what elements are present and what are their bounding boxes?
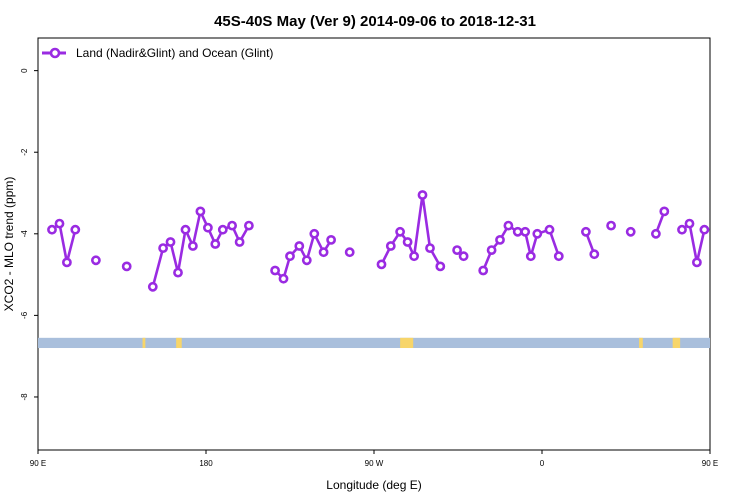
- x-tick-label: 90 E: [702, 459, 718, 468]
- data-point: [147, 281, 158, 292]
- land-patch: [142, 337, 146, 349]
- data-point: [47, 224, 57, 235]
- y-axis: 0 -2 -4 -6 -8: [20, 68, 38, 401]
- data-point: [435, 261, 446, 272]
- data-point: [684, 218, 695, 229]
- data-point: [158, 243, 168, 253]
- data-point: [195, 206, 206, 217]
- data-point: [91, 255, 101, 266]
- data-point: [495, 234, 505, 245]
- data-point: [278, 273, 289, 284]
- y-tick-label: -4: [20, 230, 29, 238]
- data-point: [70, 224, 81, 235]
- data-point: [677, 224, 687, 235]
- data-point: [326, 234, 336, 245]
- x-axis-label: Longitude (deg E): [326, 478, 421, 492]
- data-point: [659, 206, 670, 217]
- x-tick-label: 90 W: [365, 459, 384, 468]
- data-point: [217, 224, 228, 235]
- data-point: [589, 249, 600, 260]
- y-tick-label: -6: [20, 311, 29, 319]
- data-point: [62, 257, 72, 268]
- data-point: [606, 220, 616, 231]
- data-point: [187, 241, 198, 251]
- x-axis: 90 E 180 90 W 0 90 E: [30, 450, 718, 468]
- data-point: [409, 251, 419, 262]
- data-point: [525, 251, 536, 262]
- data-point: [234, 237, 245, 247]
- data-point: [243, 220, 254, 231]
- data-point: [486, 245, 497, 255]
- data-point: [395, 226, 405, 237]
- data-point: [520, 226, 531, 237]
- series-points: [47, 190, 710, 292]
- data-point: [202, 222, 213, 233]
- legend-label: Land (Nadir&Glint) and Ocean (Glint): [76, 46, 273, 60]
- data-point: [553, 251, 564, 262]
- series-lines: [51, 193, 706, 288]
- data-point: [180, 224, 191, 235]
- data-point: [512, 226, 523, 237]
- land-ocean-strip: [38, 337, 710, 349]
- x-tick-label: 180: [199, 459, 213, 468]
- data-point: [417, 190, 428, 200]
- ocean-band: [38, 337, 710, 349]
- data-point: [402, 237, 413, 247]
- x-tick-label: 90 E: [30, 459, 46, 468]
- data-point: [285, 251, 295, 262]
- data-point: [699, 224, 710, 235]
- data-point: [121, 261, 132, 272]
- data-point: [503, 220, 514, 231]
- data-point: [309, 228, 320, 239]
- data-point: [165, 237, 176, 247]
- land-patch: [400, 337, 414, 349]
- data-point: [651, 228, 661, 239]
- data-point: [376, 259, 387, 270]
- data-point: [452, 245, 462, 255]
- plot-frame: [37, 37, 711, 451]
- data-point: [458, 251, 469, 262]
- data-point: [318, 247, 329, 258]
- y-tick-label: -2: [20, 148, 29, 156]
- data-point: [54, 218, 65, 229]
- data-point: [301, 255, 312, 266]
- legend-marker: [49, 47, 61, 59]
- data-point: [532, 228, 543, 239]
- data-point: [227, 220, 237, 231]
- data-point: [210, 239, 221, 249]
- data-point: [173, 267, 183, 278]
- y-axis-label: XCO2 - MLO trend (ppm): [2, 177, 16, 312]
- land-patch: [639, 337, 643, 349]
- data-point: [625, 226, 636, 237]
- data-point: [581, 226, 591, 237]
- data-point: [385, 241, 396, 251]
- chart-title: 45S-40S May (Ver 9) 2014-09-06 to 2018-1…: [214, 13, 536, 30]
- land-patch: [176, 337, 182, 349]
- data-point: [478, 265, 489, 276]
- land-patch: [672, 337, 681, 349]
- y-tick-label: -8: [20, 393, 29, 401]
- legend: Land (Nadir&Glint) and Ocean (Glint): [42, 46, 273, 60]
- x-tick-label: 0: [540, 459, 545, 468]
- data-point: [344, 247, 355, 258]
- data-point: [544, 224, 555, 235]
- y-tick-label: 0: [20, 68, 29, 73]
- data-point: [425, 243, 435, 253]
- data-point: [270, 265, 280, 276]
- data-point: [692, 257, 702, 268]
- data-point: [294, 241, 305, 251]
